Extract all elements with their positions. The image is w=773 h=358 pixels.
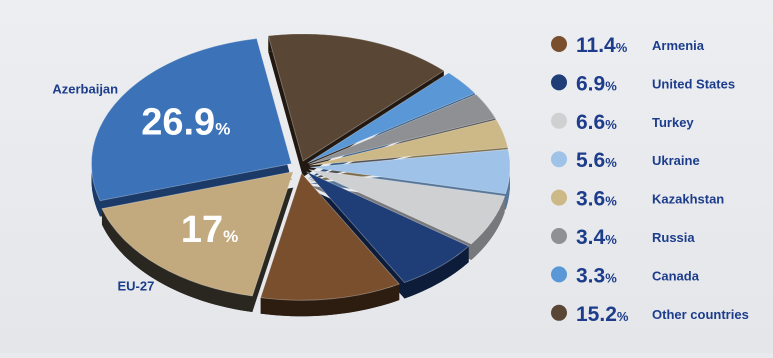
legend-name-united-states: United States (652, 76, 735, 91)
legend-swatch-kazakhstan (551, 189, 567, 206)
legend-item-armenia: 11.4% Armenia (551, 34, 705, 57)
legend-value-number-kazakhstan: 3.6 (576, 188, 605, 211)
pie-slice-top-azerbaijan (91, 38, 292, 202)
legend-value-kazakhstan: 3.6% (576, 188, 617, 211)
pie-slice-top-ukraine (309, 148, 511, 195)
slice-value-label-eu-27: 17% (181, 209, 238, 251)
legend-percent-sign-russia: % (605, 232, 617, 247)
slice-value-eu-27: 17 (181, 209, 223, 251)
legend-value-armenia: 11.4% (576, 34, 628, 57)
pie-slice-top-canada (307, 72, 476, 164)
legend-value-number-russia: 3.4 (576, 226, 606, 249)
legend-value-united-states: 6.9% (576, 72, 617, 95)
pie-slice-top-eu-27 (101, 171, 294, 297)
pie-slice-top-turkey (308, 169, 506, 245)
pie-slice-top-armenia (260, 172, 401, 301)
legend-name-other-countries: Other countries (652, 307, 749, 322)
legend-item-united-states: 6.9% United States (551, 72, 735, 95)
pie-slice-top-other-countries (267, 33, 445, 162)
legend-value-canada: 3.3% (576, 264, 617, 287)
slice-percent-sign-eu-27: % (223, 227, 238, 246)
label-layer: 26.9% Azerbaijan 17% EU-27 (52, 81, 238, 293)
pie-slice-other-countries (267, 33, 445, 177)
legend-name-ukraine: Ukraine (652, 153, 700, 168)
pie-slice-wall-armenia (260, 284, 400, 317)
legend-name-turkey: Turkey (652, 115, 694, 130)
pie-slice-armenia (260, 172, 401, 317)
legend-item-canada: 3.3% Canada (551, 264, 700, 287)
legend: 11.4% Armenia 6.9% United States 6.6% Turkey 5… (551, 34, 749, 326)
legend-name-russia: Russia (652, 230, 695, 245)
legend-swatch-canada (551, 266, 567, 283)
legend-swatch-ukraine (551, 151, 567, 168)
legend-percent-sign-ukraine: % (605, 155, 617, 170)
legend-value-number-other-countries: 15.2 (576, 303, 617, 326)
legend-value-russia: 3.4% (576, 226, 617, 249)
legend-percent-sign-other-countries: % (617, 309, 629, 324)
legend-name-armenia: Armenia (652, 38, 705, 53)
legend-percent-sign-united-states: % (605, 78, 617, 93)
legend-swatch-other-countries (551, 304, 567, 321)
legend-item-turkey: 6.6% Turkey (551, 111, 694, 134)
pie-slice-united-states (306, 171, 470, 299)
legend-percent-sign-armenia: % (616, 40, 628, 55)
slice-percent-sign-azerbaijan: % (215, 120, 230, 139)
pie-slice-top-kazakhstan (309, 119, 509, 166)
legend-item-russia: 3.4% Russia (551, 226, 695, 249)
legend-value-number-turkey: 6.6 (576, 111, 605, 134)
legend-item-other-countries: 15.2% Other countries (551, 303, 749, 326)
slice-value-label-azerbaijan: 26.9% (141, 102, 230, 144)
legend-swatch-turkey (551, 112, 567, 129)
legend-value-number-united-states: 6.9 (576, 72, 605, 95)
legend-item-ukraine: 5.6% Ukraine (551, 149, 700, 172)
pie-layer (91, 33, 511, 317)
legend-value-other-countries: 15.2% (576, 303, 629, 326)
legend-swatch-armenia (551, 36, 567, 52)
legend-percent-sign-turkey: % (605, 117, 617, 132)
side-label-eu-27: EU-27 (117, 279, 154, 294)
legend-name-kazakhstan: Kazakhstan (652, 192, 724, 207)
side-label-azerbaijan: Azerbaijan (52, 81, 118, 96)
legend-name-canada: Canada (652, 268, 700, 283)
legend-value-number-ukraine: 5.6 (576, 149, 605, 172)
legend-item-kazakhstan: 3.6% Kazakhstan (551, 188, 724, 211)
pie-slice-wall-united-states (404, 246, 469, 299)
legend-swatch-united-states (551, 74, 567, 91)
pie-slice-azerbaijan (91, 38, 292, 217)
legend-percent-sign-kazakhstan: % (605, 194, 617, 209)
pie-slice-wall-eu-27 (101, 208, 253, 313)
pie-slice-top-russia (308, 93, 497, 165)
legend-value-number-canada: 3.3 (576, 264, 605, 287)
pie-slice-top-united-states (306, 171, 470, 283)
legend-value-turkey: 6.6% (576, 111, 617, 134)
legend-value-ukraine: 5.6% (576, 149, 617, 172)
pie-slice-eu-27 (101, 171, 294, 313)
legend-percent-sign-canada: % (605, 270, 617, 285)
slice-value-azerbaijan: 26.9 (141, 102, 215, 144)
pie-slice-wall-turkey (471, 196, 505, 260)
legend-value-number-armenia: 11.4 (576, 34, 616, 57)
legend-swatch-russia (551, 228, 567, 244)
